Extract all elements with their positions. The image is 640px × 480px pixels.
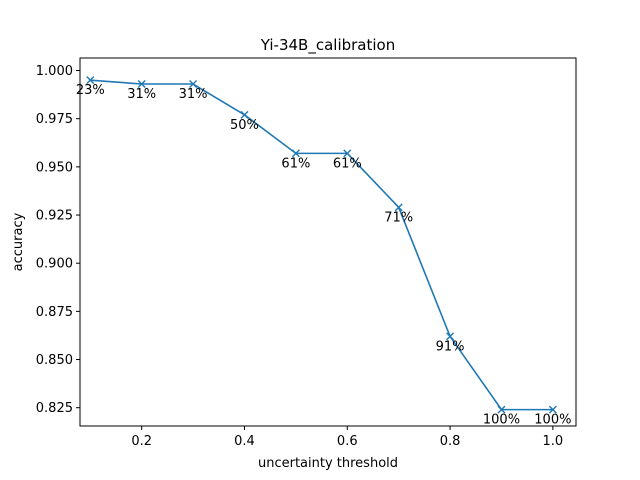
y-tick-label: 0.900 bbox=[36, 257, 73, 272]
data-label: 71% bbox=[384, 210, 413, 225]
series-line bbox=[90, 79, 553, 411]
data-point bbox=[343, 149, 352, 158]
data-point bbox=[240, 110, 249, 119]
y-tick-label: 0.825 bbox=[36, 401, 73, 416]
data-point bbox=[497, 405, 506, 414]
y-tick-label: 0.975 bbox=[36, 112, 73, 127]
data-point bbox=[291, 149, 300, 158]
chart-title: Yi-34B_calibration bbox=[260, 36, 395, 55]
plot-area: 23% 31% 31% 50% 61% 61% 71% 91% 100% 100% bbox=[76, 76, 571, 428]
data-label: 23% bbox=[76, 83, 105, 98]
data-point bbox=[189, 80, 198, 89]
x-tick-label: 0.2 bbox=[131, 434, 152, 449]
data-label: 31% bbox=[179, 87, 208, 102]
data-point bbox=[446, 332, 455, 341]
x-tick-label: 0.8 bbox=[440, 434, 461, 449]
y-tick-label: 0.925 bbox=[36, 209, 73, 224]
y-tick-label: 0.850 bbox=[36, 353, 73, 368]
x-tick-label: 1.0 bbox=[543, 434, 564, 449]
data-point bbox=[137, 80, 146, 89]
data-label: 61% bbox=[333, 156, 362, 171]
data-label: 100% bbox=[483, 413, 520, 428]
data-label: 91% bbox=[436, 339, 465, 354]
data-point bbox=[548, 405, 557, 414]
data-label: 31% bbox=[127, 87, 156, 102]
data-label: 61% bbox=[281, 156, 310, 171]
y-tick-label: 0.950 bbox=[36, 160, 73, 175]
y-axis: 0.825 0.850 0.875 0.900 0.925 0.950 0.975 1.000 bbox=[36, 64, 80, 416]
x-tick-label: 0.6 bbox=[337, 434, 358, 449]
data-point bbox=[394, 203, 403, 212]
data-label: 50% bbox=[230, 118, 259, 133]
y-tick-label: 1.000 bbox=[36, 64, 73, 79]
y-axis-label: accuracy bbox=[11, 212, 26, 271]
y-tick-label: 0.875 bbox=[36, 305, 73, 320]
x-axis: 0.2 0.4 0.6 0.8 1.0 bbox=[131, 426, 563, 449]
x-axis-label: uncertainty threshold bbox=[258, 456, 398, 471]
data-label: 100% bbox=[534, 413, 571, 428]
plot-frame bbox=[79, 57, 577, 427]
x-tick-label: 0.4 bbox=[234, 434, 255, 449]
data-point bbox=[86, 76, 95, 85]
